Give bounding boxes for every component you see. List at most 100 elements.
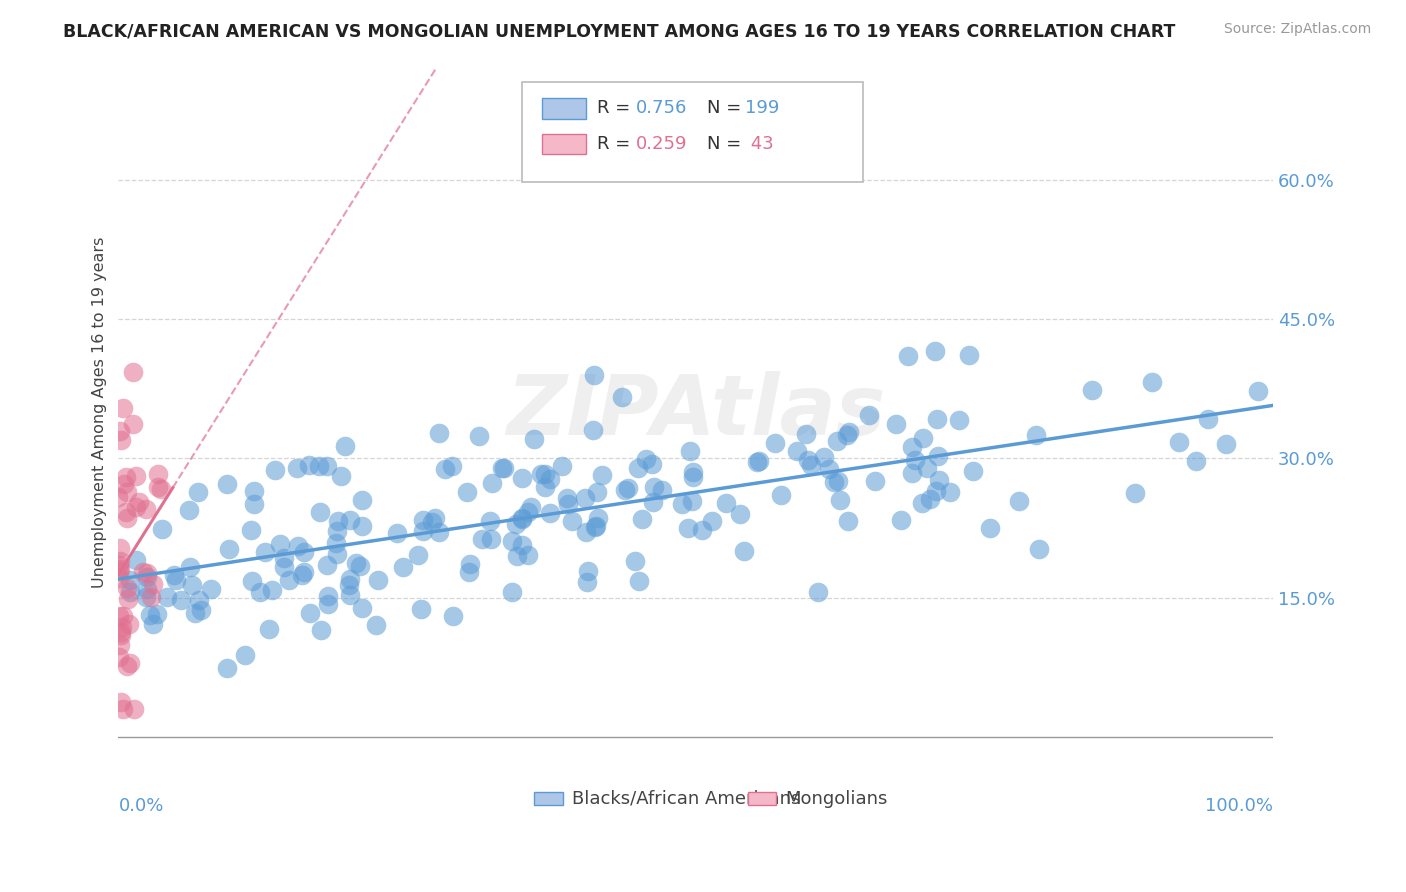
Point (501, 584, 523, 599)
Text: R =: R = (598, 135, 637, 153)
FancyBboxPatch shape (543, 98, 586, 119)
Point (505, 516, 527, 531)
Point (481, 476, 503, 491)
Point (585, 519, 607, 533)
Point (651, 483, 673, 497)
Point (125, 553, 148, 567)
Point (125, 468, 148, 483)
Point (298, 607, 321, 621)
Point (516, 505, 538, 519)
Point (163, 568, 186, 582)
Point (890, 513, 912, 527)
Point (671, 498, 693, 512)
Point (112, 608, 135, 623)
Point (912, 431, 935, 445)
Point (309, 505, 332, 519)
Text: 43: 43 (745, 135, 773, 153)
Point (728, 508, 751, 522)
Point (682, 465, 704, 479)
Point (142, 576, 165, 591)
Point (612, 390, 634, 404)
Point (278, 573, 301, 587)
Point (582, 423, 605, 437)
Point (328, 514, 350, 528)
Point (681, 494, 703, 508)
Point (786, 443, 808, 458)
Point (339, 588, 361, 602)
Point (1142, 375, 1164, 389)
Point (575, 574, 598, 589)
Point (630, 512, 652, 526)
Point (249, 584, 271, 599)
Point (115, 505, 138, 519)
Point (120, 585, 142, 599)
Point (640, 457, 662, 471)
Point (117, 485, 139, 500)
Point (287, 461, 309, 475)
Point (837, 514, 859, 528)
Point (690, 523, 713, 537)
Point (643, 480, 665, 494)
Point (273, 560, 295, 574)
Point (427, 425, 450, 440)
Point (763, 436, 786, 450)
Point (111, 620, 134, 634)
Point (679, 443, 702, 458)
Point (561, 514, 583, 528)
Text: N =: N = (707, 99, 747, 118)
Point (269, 537, 291, 551)
Point (124, 500, 146, 515)
Text: 0.259: 0.259 (636, 135, 688, 153)
Point (385, 526, 408, 541)
Point (523, 432, 546, 446)
Point (1123, 486, 1146, 500)
Point (156, 590, 179, 604)
Point (165, 574, 187, 588)
Point (170, 592, 193, 607)
Text: 0.756: 0.756 (636, 99, 688, 118)
Point (392, 560, 415, 574)
Point (128, 495, 150, 509)
Point (408, 549, 430, 563)
Point (530, 467, 553, 481)
Point (344, 556, 367, 570)
Point (641, 495, 664, 509)
Point (316, 589, 339, 603)
Point (135, 501, 157, 516)
Point (510, 510, 533, 524)
Point (326, 524, 349, 539)
Point (120, 656, 142, 670)
Point (583, 520, 606, 534)
Point (107, 558, 129, 572)
Point (927, 450, 949, 464)
Point (148, 467, 170, 482)
Point (242, 484, 264, 499)
Point (110, 695, 132, 709)
Point (925, 483, 948, 498)
Point (583, 368, 606, 382)
Point (939, 485, 962, 500)
Point (505, 549, 527, 564)
Point (107, 608, 129, 623)
Point (115, 470, 138, 484)
Point (257, 622, 280, 636)
Point (617, 481, 640, 495)
Point (627, 460, 650, 475)
Point (948, 413, 970, 427)
Point (682, 470, 704, 484)
Point (264, 463, 287, 477)
Point (316, 598, 339, 612)
Point (807, 584, 830, 599)
Point (242, 574, 264, 588)
Point (904, 452, 927, 467)
Point (339, 513, 361, 527)
Point (538, 506, 561, 520)
Point (132, 565, 155, 579)
Point (309, 623, 332, 637)
Point (243, 497, 266, 511)
Point (121, 365, 143, 379)
Y-axis label: Unemployment Among Ages 16 to 19 years: Unemployment Among Ages 16 to 19 years (93, 236, 107, 588)
Point (291, 568, 314, 582)
Point (110, 562, 132, 576)
Text: BLACK/AFRICAN AMERICAN VS MONGOLIAN UNEMPLOYMENT AMONG AGES 16 TO 19 YEARS CORRE: BLACK/AFRICAN AMERICAN VS MONGOLIAN UNEM… (63, 22, 1175, 40)
